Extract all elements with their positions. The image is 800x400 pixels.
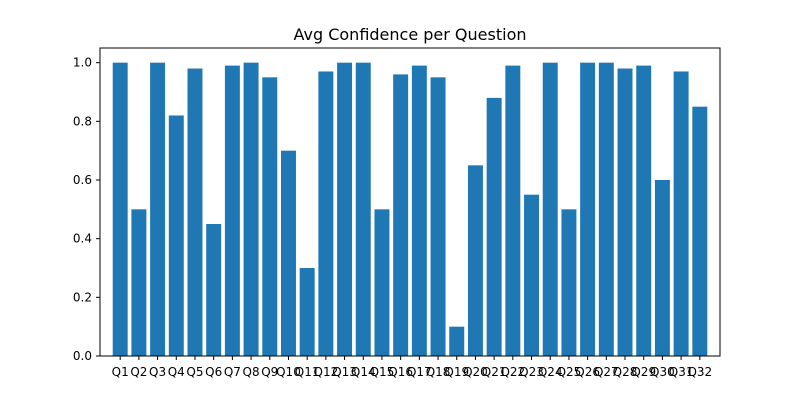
x-tick-label: Q3: [149, 365, 166, 379]
y-tick-label: 0.8: [73, 114, 92, 128]
x-tick-label: Q26: [575, 365, 600, 379]
x-tick-label: Q24: [538, 365, 563, 379]
bar-q19: [449, 326, 465, 356]
bar-q14: [355, 62, 371, 357]
y-axis: 0.0 0.2 0.4 0.6 0.8 1.0: [73, 56, 100, 363]
x-tick-label: Q6: [205, 365, 222, 379]
bar-q6: [206, 224, 222, 356]
bar-q4: [168, 115, 184, 356]
bar-q28: [617, 68, 633, 356]
x-axis: Q1 Q2 Q3 Q4 Q5 Q6 Q7 Q8 Q9Q10Q11Q12Q13Q14Q15Q16Q…: [112, 356, 712, 379]
x-tick-label: Q19: [444, 365, 469, 379]
bar-q13: [337, 62, 353, 357]
y-tick-label: 1.0: [73, 56, 92, 70]
bar-q24: [542, 62, 558, 357]
chart-title: Avg Confidence per Question: [294, 25, 527, 44]
bar-q25: [561, 209, 577, 356]
x-tick-label: Q18: [426, 365, 451, 379]
x-tick-label: Q20: [463, 365, 488, 379]
x-tick-label: Q14: [351, 365, 376, 379]
bar-q10: [280, 150, 296, 356]
x-tick-label: Q9: [261, 365, 278, 379]
x-tick-label: Q22: [500, 365, 525, 379]
x-tick-label: Q17: [407, 365, 432, 379]
bars-group: [112, 62, 708, 357]
x-tick-label: Q7: [224, 365, 241, 379]
x-tick-label: Q23: [519, 365, 544, 379]
y-tick-label: 0.6: [73, 173, 92, 187]
bar-q12: [318, 71, 334, 356]
bar-q26: [580, 62, 596, 357]
x-tick-label: Q21: [482, 365, 507, 379]
x-tick-label: Q2: [130, 365, 147, 379]
x-tick-label: Q30: [650, 365, 675, 379]
bar-q7: [224, 65, 240, 356]
x-tick-label: Q1: [112, 365, 129, 379]
x-tick-label: Q16: [388, 365, 413, 379]
y-tick-label: 0.4: [73, 232, 92, 246]
bar-q5: [187, 68, 203, 356]
x-tick-label: Q28: [613, 365, 638, 379]
x-tick-label: Q25: [557, 365, 582, 379]
x-tick-label: Q8: [243, 365, 260, 379]
x-tick-label: Q31: [669, 365, 694, 379]
x-tick-label: Q5: [186, 365, 203, 379]
x-tick-label: Q12: [314, 365, 339, 379]
bar-q29: [636, 65, 652, 356]
plot-frame: [99, 47, 721, 357]
bar-q30: [654, 180, 670, 356]
x-tick-label: Q29: [631, 365, 656, 379]
x-tick-label: Q13: [332, 365, 357, 379]
bar-q23: [524, 194, 540, 356]
x-tick-label: Q32: [687, 365, 712, 379]
bar-q9: [262, 77, 278, 356]
bar-q2: [131, 209, 147, 356]
bar-q21: [486, 97, 502, 357]
x-tick-label: Q4: [168, 365, 185, 379]
bar-q8: [243, 62, 259, 357]
bar-q31: [673, 71, 689, 356]
y-tick-label: 0.2: [73, 290, 92, 304]
bar-q16: [393, 74, 409, 357]
bar-q3: [150, 62, 166, 357]
bar-q18: [430, 77, 446, 356]
bar-q15: [374, 209, 390, 356]
bar-q17: [411, 65, 427, 356]
x-tick-label: Q10: [276, 365, 301, 379]
x-tick-label: Q27: [594, 365, 619, 379]
bar-q20: [467, 165, 483, 356]
y-tick-label: 0.0: [73, 349, 92, 363]
x-tick-label: Q15: [370, 365, 395, 379]
x-tick-label: Q11: [295, 365, 320, 379]
bar-q22: [505, 65, 521, 356]
bar-q1: [112, 62, 128, 357]
bar-q32: [692, 106, 708, 356]
bar-q11: [299, 268, 315, 356]
bar-q27: [598, 62, 614, 357]
